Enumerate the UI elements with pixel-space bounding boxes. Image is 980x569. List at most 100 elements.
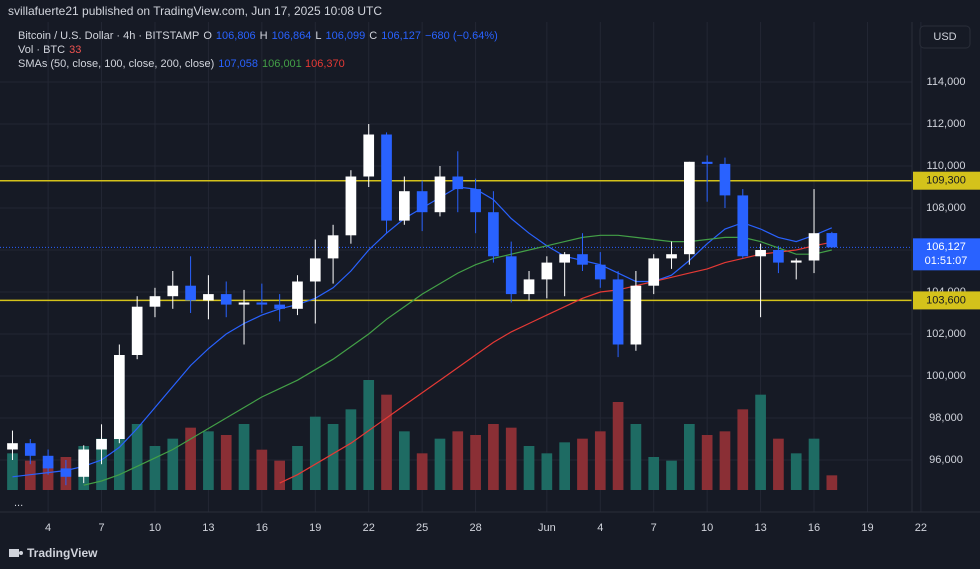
volume-bar bbox=[719, 431, 731, 490]
volume-bar bbox=[452, 431, 464, 490]
candle-body bbox=[755, 250, 766, 257]
sma-line bbox=[279, 241, 832, 484]
volume-bar bbox=[523, 446, 535, 490]
symbol: Bitcoin / U.S. Dollar · 4h · BITSTAMP bbox=[18, 30, 199, 42]
volume-bar bbox=[594, 431, 606, 490]
volume-bar bbox=[220, 435, 232, 490]
x-tick-label: 28 bbox=[469, 522, 481, 534]
more[interactable]: ... bbox=[14, 497, 23, 509]
y-tick-label: 102,000 bbox=[926, 328, 966, 340]
y-tick-label: 114,000 bbox=[927, 76, 966, 88]
candle-body bbox=[345, 176, 357, 236]
candle-body bbox=[399, 191, 410, 221]
currency[interactable]: USD bbox=[933, 31, 956, 43]
volume-bar bbox=[416, 453, 428, 490]
volume-bar bbox=[131, 424, 143, 490]
volume-bar bbox=[42, 464, 54, 490]
volume-bar bbox=[185, 427, 196, 490]
candle-body bbox=[488, 212, 499, 257]
candle-body bbox=[737, 195, 749, 257]
volume-bar bbox=[684, 424, 695, 490]
volume-bar bbox=[238, 424, 250, 490]
y-tick-label: 100,000 bbox=[926, 370, 966, 382]
candle-body bbox=[452, 176, 464, 190]
currency-box[interactable] bbox=[919, 25, 971, 49]
volume-bar bbox=[292, 446, 303, 490]
ohlc-key: C bbox=[369, 30, 377, 42]
countdown: 01:51:07 bbox=[925, 255, 968, 267]
volume-bar bbox=[203, 431, 214, 490]
candle-body bbox=[434, 176, 446, 213]
candle-body bbox=[256, 302, 268, 305]
vol-value: 33 bbox=[69, 44, 81, 56]
x-tick-label: 13 bbox=[754, 522, 766, 534]
candle-body bbox=[523, 279, 535, 295]
candle-body bbox=[559, 254, 570, 263]
level-label: 109,300 bbox=[926, 175, 966, 187]
candle-body bbox=[149, 296, 161, 307]
x-tick-label: 22 bbox=[363, 522, 375, 534]
candle-body bbox=[42, 455, 54, 469]
ohlc-key: H bbox=[260, 30, 268, 42]
candle-body bbox=[7, 443, 18, 450]
candle-body bbox=[808, 233, 820, 261]
vol-label: Vol · BTC bbox=[18, 44, 65, 56]
volume-bar bbox=[648, 457, 660, 490]
candle-body bbox=[719, 163, 731, 196]
volume-bar bbox=[559, 442, 570, 490]
author-line: svillafuerte21 published on TradingView.… bbox=[8, 4, 382, 18]
volume-bar bbox=[488, 424, 499, 490]
candle-body bbox=[594, 264, 606, 280]
candle-body bbox=[684, 161, 695, 255]
y-tick-label: 108,000 bbox=[926, 202, 966, 214]
candle-body bbox=[648, 258, 660, 286]
volume-bar bbox=[541, 453, 553, 490]
volume-bar bbox=[612, 402, 624, 490]
volume-bar bbox=[666, 460, 677, 490]
candle-body bbox=[790, 260, 802, 263]
y-tick-label: 110,000 bbox=[927, 160, 966, 172]
candle-body bbox=[24, 443, 36, 456]
candle-body bbox=[292, 281, 303, 309]
level-label-box bbox=[913, 291, 980, 310]
sma-value: 107,058 bbox=[218, 58, 258, 70]
volume-bar bbox=[274, 460, 285, 490]
brand: TradingView bbox=[27, 546, 98, 560]
x-tick-label: 7 bbox=[651, 522, 657, 534]
legend-row: Bitcoin / U.S. Dollar · 4h · BITSTAMP O 10… bbox=[18, 30, 498, 42]
ohlc-key: O bbox=[203, 30, 212, 42]
sma-value: 106,370 bbox=[305, 58, 345, 70]
candle-body bbox=[363, 134, 375, 177]
candle-body bbox=[826, 233, 838, 248]
candle-body bbox=[185, 285, 196, 301]
candle-body bbox=[381, 134, 392, 221]
candle-body bbox=[114, 355, 125, 439]
volume-bar bbox=[808, 438, 820, 490]
volume-bar bbox=[470, 435, 481, 490]
y-tick-label: 112,000 bbox=[927, 118, 966, 130]
candle-body bbox=[78, 449, 90, 477]
volume-bar bbox=[7, 453, 18, 490]
candle-body bbox=[238, 302, 250, 305]
candle-body bbox=[612, 279, 624, 345]
last-price-box bbox=[913, 238, 980, 271]
plot bbox=[0, 124, 912, 490]
volume-bar bbox=[630, 424, 642, 490]
volume-bar bbox=[773, 438, 784, 490]
ohlc-value: 106,127 bbox=[381, 30, 421, 42]
volume-bar bbox=[96, 438, 107, 490]
y-tick-label: 98,000 bbox=[929, 412, 963, 424]
volume-bar bbox=[363, 380, 375, 490]
volume-bar bbox=[167, 438, 179, 490]
x-tick-label: 16 bbox=[808, 522, 820, 534]
candle-body bbox=[541, 262, 553, 280]
volume-bar bbox=[577, 438, 588, 490]
axes: 96,00098,000100,000102,000104,000106,000… bbox=[45, 76, 980, 534]
volume-bar bbox=[256, 449, 268, 490]
level-label: 103,600 bbox=[926, 294, 966, 306]
volume-bar bbox=[755, 394, 766, 490]
legend: Bitcoin / U.S. Dollar · 4h · BITSTAMP O 10… bbox=[18, 30, 498, 70]
candle-body bbox=[274, 304, 285, 309]
ohlc-key: L bbox=[315, 30, 321, 42]
x-tick-label: 7 bbox=[98, 522, 104, 534]
